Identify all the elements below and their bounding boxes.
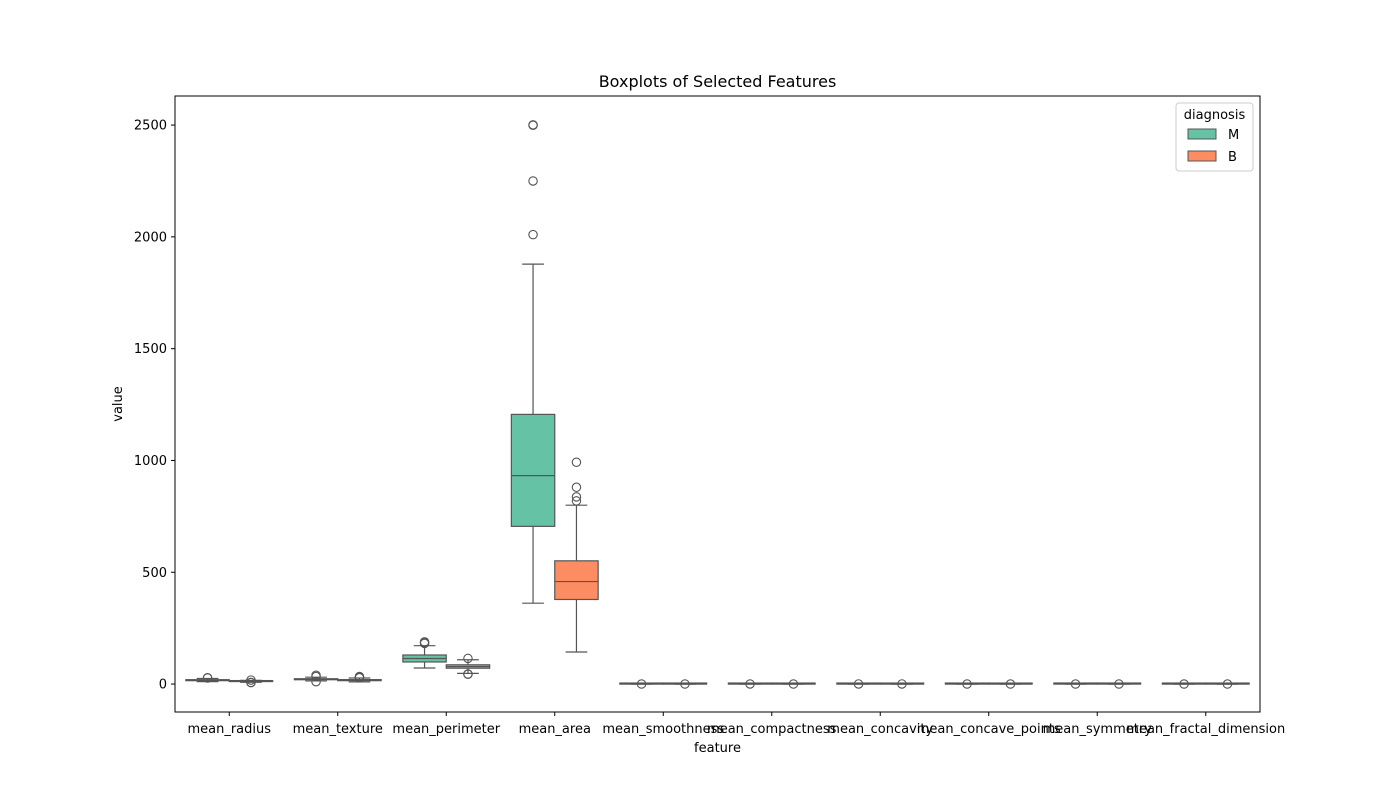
outlier-point bbox=[246, 677, 256, 688]
box-B-mean_fractal_dimension bbox=[1205, 679, 1250, 689]
plot-area bbox=[175, 96, 1260, 712]
outlier-point bbox=[246, 675, 256, 685]
outlier-point bbox=[311, 670, 321, 681]
outlier-point bbox=[1005, 679, 1016, 689]
outlier-point bbox=[571, 496, 582, 506]
outlier-point bbox=[1114, 679, 1124, 689]
x-tick-label: mean_texture bbox=[293, 722, 383, 737]
box-M-mean_fractal_dimension bbox=[1161, 679, 1207, 689]
outlier-point bbox=[788, 679, 799, 689]
outlier-point bbox=[571, 492, 582, 502]
y-tick-label: 500 bbox=[142, 566, 167, 581]
outlier-point bbox=[745, 679, 755, 689]
box-M-mean_texture bbox=[293, 670, 339, 687]
legend-title: diagnosis bbox=[1184, 108, 1246, 123]
legend-swatch-m bbox=[1187, 128, 1217, 140]
y-tick-label: 1500 bbox=[134, 342, 167, 357]
box-B-mean_texture bbox=[337, 671, 382, 683]
outlier-point bbox=[853, 679, 864, 689]
box-B-mean_concave_points bbox=[988, 679, 1033, 689]
boxes-layer bbox=[185, 120, 1250, 689]
box-M-mean_radius bbox=[185, 673, 230, 683]
x-tick-label: mean_perimeter bbox=[392, 722, 500, 737]
outlier-point bbox=[1070, 679, 1081, 689]
box-B-mean_perimeter bbox=[445, 653, 491, 680]
outlier-point bbox=[680, 679, 690, 689]
y-tick-label: 2500 bbox=[134, 119, 167, 134]
x-tick-label: mean_smoothness bbox=[602, 722, 724, 737]
x-tick-label: mean_compactness bbox=[707, 722, 837, 737]
box-M-mean_smoothness bbox=[619, 679, 664, 689]
outlier-point bbox=[1179, 679, 1189, 689]
x-tick-label: mean_radius bbox=[187, 722, 271, 737]
x-tick-label: mean_symmetry bbox=[1043, 722, 1153, 737]
box-M-mean_perimeter bbox=[402, 637, 447, 669]
legend-label-b: B bbox=[1228, 150, 1237, 165]
outlier-point bbox=[528, 176, 538, 186]
outlier-point bbox=[897, 679, 907, 689]
legend-swatch-b bbox=[1187, 150, 1217, 162]
x-axis-title: feature bbox=[694, 741, 741, 756]
legend: diagnosis M B bbox=[1175, 102, 1254, 172]
box-B-mean_smoothness bbox=[662, 679, 708, 689]
outlier-point bbox=[463, 669, 473, 679]
y-tick-label: 1000 bbox=[134, 454, 167, 469]
outlier-point bbox=[636, 679, 647, 689]
outlier-point bbox=[311, 676, 321, 687]
y-axis: 0 500 1000 1500 2000 2500 bbox=[134, 119, 175, 693]
outlier-point bbox=[202, 673, 213, 683]
y-tick-label: 0 bbox=[159, 678, 167, 693]
outlier-point bbox=[962, 679, 972, 689]
box-B-mean_symmetry bbox=[1096, 679, 1142, 689]
x-axis: mean_radius mean_texture mean_perimeter mea… bbox=[187, 712, 1285, 737]
x-tick-label: mean_fractal_dimension bbox=[1126, 722, 1285, 737]
box-M-mean_concave_points bbox=[944, 679, 990, 689]
outlier-point bbox=[1222, 679, 1233, 689]
outlier-point bbox=[419, 637, 430, 647]
x-tick-label: mean_concavity bbox=[827, 722, 933, 737]
y-axis-title: value bbox=[111, 386, 126, 422]
outlier-point bbox=[354, 672, 365, 682]
plot-frame bbox=[174, 95, 1261, 713]
outlier-point bbox=[528, 229, 538, 240]
box-B-mean_radius bbox=[228, 675, 274, 688]
x-tick-label: mean_area bbox=[519, 722, 591, 737]
outlier-point bbox=[463, 653, 473, 664]
box-B-mean_area bbox=[554, 457, 599, 653]
chart-title: Boxplots of Selected Features bbox=[599, 72, 837, 91]
x-tick-label: mean_concave_points bbox=[917, 722, 1061, 737]
y-tick-label: 2000 bbox=[134, 230, 167, 245]
box-B-mean_compactness bbox=[771, 679, 816, 689]
outlier-point bbox=[528, 120, 538, 130]
outlier-point bbox=[571, 457, 582, 467]
box-body bbox=[510, 413, 556, 527]
box-body bbox=[554, 560, 599, 601]
legend-label-m: M bbox=[1228, 128, 1239, 143]
outlier-point bbox=[571, 482, 582, 493]
box-M-mean_area bbox=[510, 120, 556, 604]
box-B-mean_concavity bbox=[879, 679, 925, 689]
